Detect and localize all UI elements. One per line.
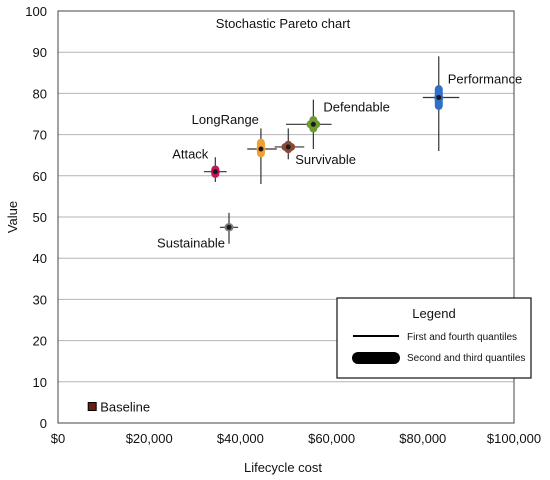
point-label: Baseline — [100, 400, 150, 415]
x-tick-label: $20,000 — [126, 431, 173, 446]
chart-title: Stochastic Pareto chart — [216, 16, 351, 31]
legend-thick-bar-swatch — [352, 352, 400, 364]
y-tick-label: 100 — [25, 4, 47, 19]
x-tick-label: $40,000 — [217, 431, 264, 446]
y-tick-label: 50 — [33, 210, 47, 225]
legend-box — [336, 297, 532, 379]
point-center — [310, 121, 316, 127]
x-tick-label: $60,000 — [308, 431, 355, 446]
x-tick-label: $80,000 — [399, 431, 446, 446]
point-label: LongRange — [192, 112, 259, 127]
point-label: Defendable — [323, 99, 390, 114]
y-tick-label: 90 — [33, 45, 47, 60]
tick-labels: 0 10 20 30 40 50 60 70 80 90 100 $0 $20,000 $40,000 $6… — [25, 4, 541, 446]
y-tick-label: 0 — [40, 416, 47, 431]
legend-title: Legend — [412, 306, 455, 321]
y-tick-label: 80 — [33, 86, 47, 101]
y-tick-label: 60 — [33, 169, 47, 184]
legend-entry-second-third: Second and third quantiles — [407, 353, 525, 364]
y-tick-label: 40 — [33, 251, 47, 266]
x-tick-label: $0 — [51, 431, 65, 446]
point-sustainable: Sustainable — [157, 212, 239, 250]
point-center — [212, 169, 218, 175]
data-points: Baseline Attack Sustainable LongRange Surviv… — [87, 56, 522, 415]
point-label: Sustainable — [157, 235, 225, 250]
point-marker — [87, 402, 97, 412]
x-axis-title: Lifecycle cost — [244, 460, 322, 475]
point-attack: Attack — [172, 147, 227, 182]
point-center — [258, 146, 264, 152]
y-tick-label: 10 — [33, 375, 47, 390]
point-baseline: Baseline — [87, 400, 150, 415]
legend: Legend First and fourth quantiles Second… — [336, 297, 532, 379]
point-label: Attack — [172, 147, 209, 162]
point-survivable: Survivable — [274, 128, 356, 167]
point-label: Performance — [448, 72, 522, 87]
plot-area-border — [57, 10, 515, 424]
y-tick-label: 20 — [33, 334, 47, 349]
point-center — [436, 95, 442, 101]
y-axis-title: Value — [5, 201, 20, 233]
point-longrange: LongRange — [192, 112, 277, 185]
legend-entry-first-fourth: First and fourth quantiles — [407, 332, 517, 343]
point-center — [285, 144, 291, 150]
gridlines — [58, 51, 514, 383]
y-tick-label: 30 — [33, 292, 47, 307]
y-tick-label: 70 — [33, 128, 47, 143]
point-label: Survivable — [295, 152, 356, 167]
point-center — [226, 224, 232, 230]
point-performance: Performance — [422, 56, 522, 152]
x-tick-label: $100,000 — [487, 431, 541, 446]
point-defendable: Defendable — [286, 99, 390, 150]
